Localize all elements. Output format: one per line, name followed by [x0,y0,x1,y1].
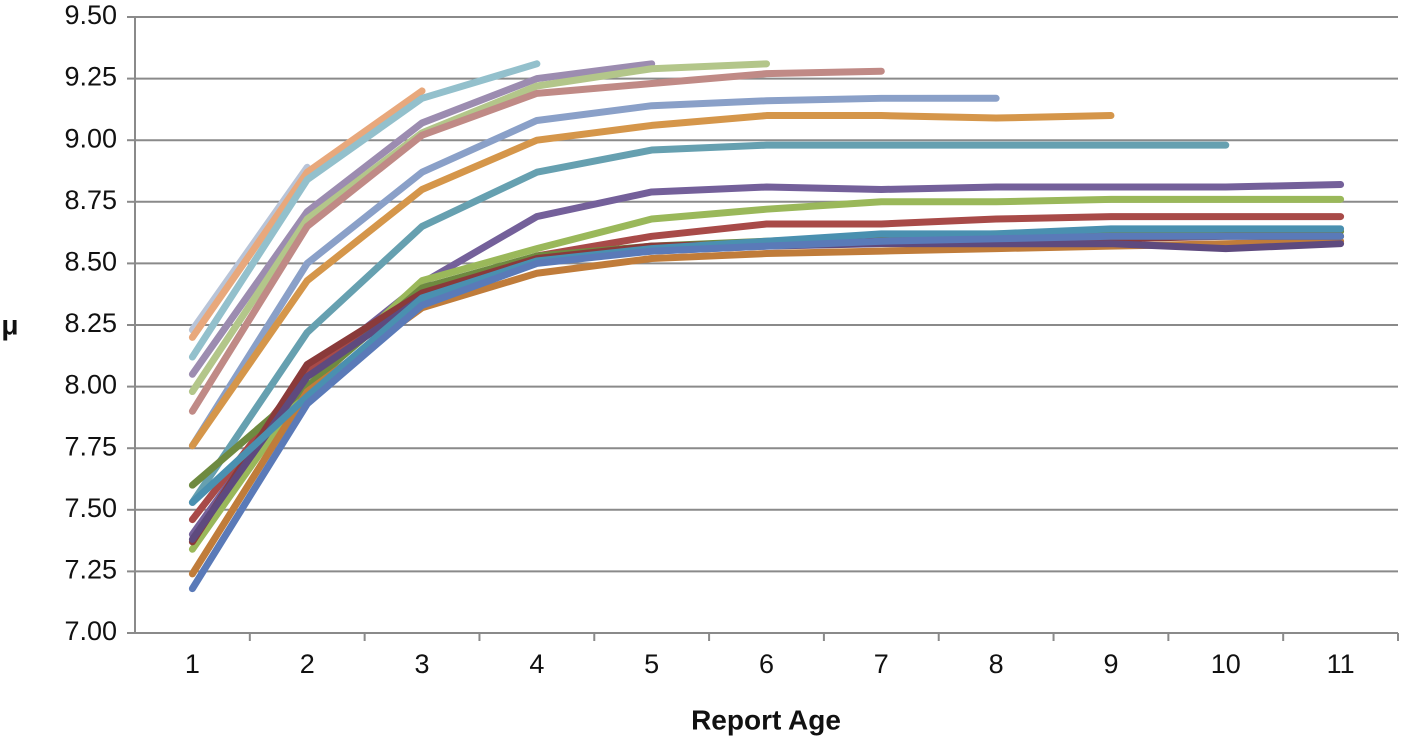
x-tick-label: 4 [529,649,544,679]
series-line [188,67,885,415]
y-tick-label: 8.75 [64,185,117,215]
series-line [188,60,541,361]
y-tick-label: 9.50 [64,0,117,30]
x-tick-label: 1 [185,649,200,679]
series-line [188,141,1230,506]
y-tick-label: 8.50 [64,247,117,277]
x-tick-label: 8 [989,649,1004,679]
y-tick-label: 7.50 [64,493,117,523]
series-line [188,237,1345,578]
series-line [188,112,1115,450]
series-line [188,94,1000,450]
x-tick-label: 11 [1327,649,1355,679]
y-tick-label: 8.00 [64,370,117,400]
x-tick-label: 10 [1211,649,1241,679]
series-line [188,225,1345,506]
y-tick-label: 9.25 [64,62,117,92]
y-tick-label: 7.00 [64,616,117,646]
series-line [188,213,1345,524]
x-tick-label: 5 [644,649,659,679]
y-tick-label: 9.00 [64,123,117,153]
x-tick-label: 3 [415,649,430,679]
y-tick-label: 8.25 [64,308,117,338]
x-tick-label: 2 [300,649,315,679]
x-tick-label: 9 [1103,649,1118,679]
series-line [188,232,1345,593]
x-tick-label: 6 [759,649,774,679]
series-line [188,87,426,341]
series-line [188,60,770,396]
x-tick-label: 7 [874,649,889,679]
y-tick-label: 7.75 [64,431,117,461]
series-line [188,240,1345,543]
x-axis-title: Report Age [691,704,841,735]
series-line [188,60,656,378]
y-tick-label: 7.25 [64,555,117,585]
y-axis-title: μ [1,309,18,340]
